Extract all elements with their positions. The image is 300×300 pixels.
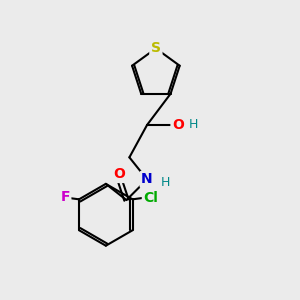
Text: H: H [160,176,170,189]
Text: F: F [60,190,70,204]
Text: S: S [151,41,161,56]
Text: O: O [172,118,184,132]
Text: O: O [113,167,125,182]
Text: Cl: Cl [143,191,158,205]
Text: N: N [141,172,153,186]
Text: H: H [189,118,198,131]
